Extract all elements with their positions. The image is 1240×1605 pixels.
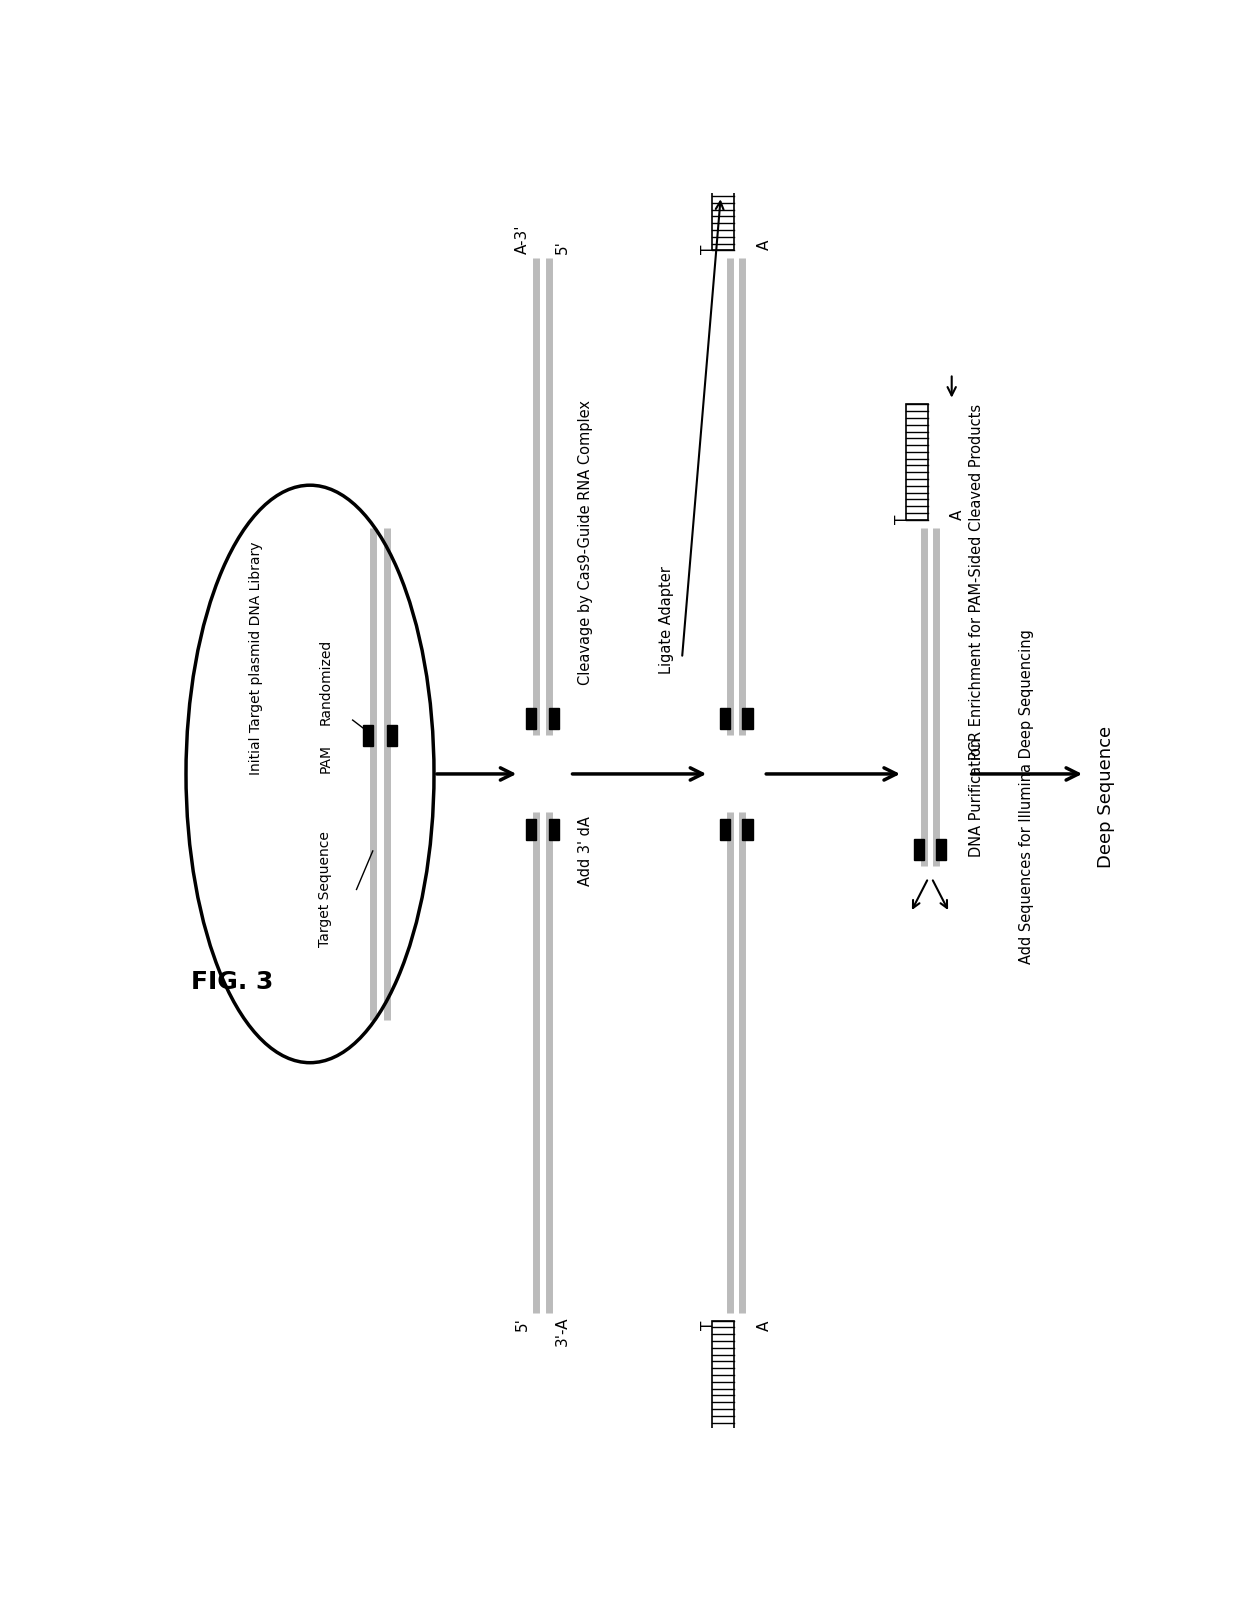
Bar bbox=[906, 404, 928, 520]
Text: DNA Purification: DNA Purification bbox=[968, 737, 985, 857]
Text: A-3': A-3' bbox=[515, 225, 529, 254]
Text: Cleavage by Cas9-Guide RNA Complex: Cleavage by Cas9-Guide RNA Complex bbox=[578, 401, 593, 685]
Bar bbox=[363, 725, 373, 746]
Bar bbox=[526, 708, 537, 729]
Bar bbox=[936, 839, 946, 860]
Text: Randomized: Randomized bbox=[319, 639, 332, 725]
Text: Add 3' dA: Add 3' dA bbox=[578, 815, 593, 886]
Text: Target Sequence: Target Sequence bbox=[319, 831, 332, 947]
Bar bbox=[914, 839, 924, 860]
Text: 5': 5' bbox=[556, 241, 570, 254]
Bar bbox=[526, 819, 537, 839]
Text: Initial Target plasmid DNA Library: Initial Target plasmid DNA Library bbox=[249, 542, 263, 775]
Bar bbox=[743, 819, 753, 839]
Text: FIG. 3: FIG. 3 bbox=[191, 969, 274, 993]
Text: A: A bbox=[756, 1321, 771, 1331]
Bar bbox=[387, 725, 397, 746]
Bar bbox=[712, 1321, 734, 1436]
Text: A: A bbox=[756, 241, 771, 250]
Text: PCR Enrichment for PAM-Sided Cleaved Products: PCR Enrichment for PAM-Sided Cleaved Pro… bbox=[968, 403, 985, 759]
Bar bbox=[712, 135, 734, 250]
Bar bbox=[720, 708, 730, 729]
Text: Add Sequences for Illumina Deep Sequencing: Add Sequences for Illumina Deep Sequenci… bbox=[1019, 629, 1034, 965]
Text: Deep Sequence: Deep Sequence bbox=[1096, 725, 1115, 868]
Text: PAM: PAM bbox=[319, 745, 332, 774]
Text: 5': 5' bbox=[515, 1316, 529, 1331]
Bar bbox=[720, 819, 730, 839]
Text: T: T bbox=[895, 514, 910, 523]
Text: T: T bbox=[701, 246, 717, 254]
Text: T: T bbox=[701, 1321, 717, 1331]
Text: A: A bbox=[950, 509, 965, 520]
Bar bbox=[743, 708, 753, 729]
Bar bbox=[549, 708, 559, 729]
Text: 3'-A: 3'-A bbox=[556, 1316, 570, 1347]
Text: Ligate Adapter: Ligate Adapter bbox=[658, 567, 675, 674]
Bar bbox=[549, 819, 559, 839]
